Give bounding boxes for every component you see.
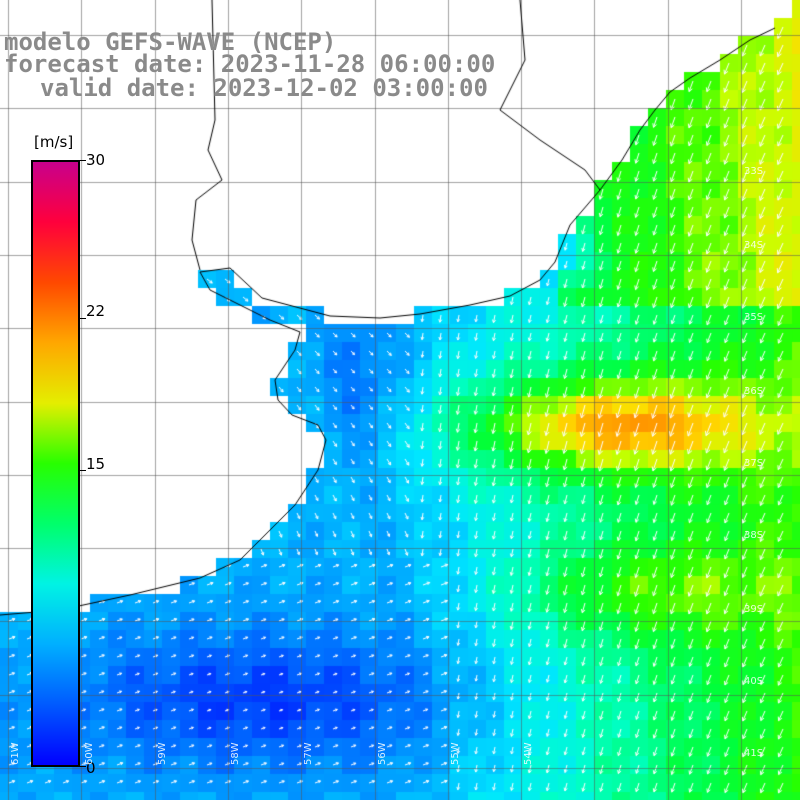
colorbar-tick-30: 30 (86, 151, 106, 169)
colorbar-tickmark (80, 160, 86, 161)
colorbar-tickmark (80, 470, 86, 471)
lat-label-37s: 37S (744, 458, 764, 469)
colorbar-unit-label: [m/s] (34, 133, 74, 151)
lon-label-60w: 60W (84, 742, 95, 765)
colorbar (31, 160, 80, 767)
lat-label-38s: 38S (744, 530, 764, 541)
lat-label-40s: 40S (744, 676, 764, 687)
colorbar-tick-15: 15 (86, 455, 106, 473)
lat-label-33s: 33S (744, 166, 764, 177)
lon-label-55w: 55W (450, 742, 461, 765)
lat-label-41s: 41S (744, 748, 764, 759)
lon-label-59w: 59W (157, 742, 168, 765)
lon-label-56w: 56W (377, 742, 388, 765)
colorbar-tickmark (80, 318, 86, 319)
lon-label-61w: 61W (10, 742, 21, 765)
lat-label-39s: 39S (744, 604, 764, 615)
lon-label-54w: 54W (523, 742, 534, 765)
colorbar-tick-22: 22 (86, 302, 106, 320)
model-title: modelo GEFS-WAVE (NCEP) (4, 28, 337, 56)
lat-label-34s: 34S (744, 240, 764, 251)
lon-label-57w: 57W (303, 742, 314, 765)
valid-date: valid date: 2023-12-02 03:00:00 (40, 74, 488, 102)
lon-label-58w: 58W (230, 742, 241, 765)
colorbar-tick-0: 0 (86, 759, 96, 777)
lat-label-35s: 35S (744, 312, 764, 323)
colorbar-tickmark (80, 766, 86, 767)
forecast-date: forecast date: 2023-11-28 06:00:00 (4, 50, 496, 78)
lat-label-36s: 36S (744, 386, 764, 397)
